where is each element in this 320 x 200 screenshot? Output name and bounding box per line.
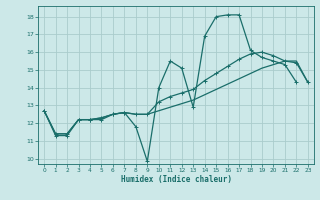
X-axis label: Humidex (Indice chaleur): Humidex (Indice chaleur): [121, 175, 231, 184]
